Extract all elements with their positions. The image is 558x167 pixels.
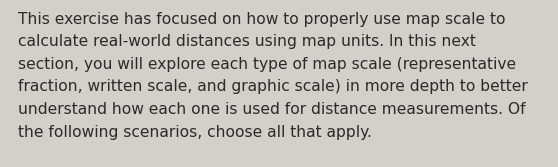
Text: understand how each one is used for distance measurements. Of: understand how each one is used for dist… xyxy=(18,102,526,117)
Text: section, you will explore each type of map scale (representative: section, you will explore each type of m… xyxy=(18,57,516,72)
Text: the following scenarios, choose all that apply.: the following scenarios, choose all that… xyxy=(18,125,372,139)
Text: This exercise has focused on how to properly use map scale to: This exercise has focused on how to prop… xyxy=(18,12,506,27)
Text: fraction, written scale, and graphic scale) in more depth to better: fraction, written scale, and graphic sca… xyxy=(18,79,528,95)
Text: calculate real-world distances using map units. In this next: calculate real-world distances using map… xyxy=(18,35,476,49)
